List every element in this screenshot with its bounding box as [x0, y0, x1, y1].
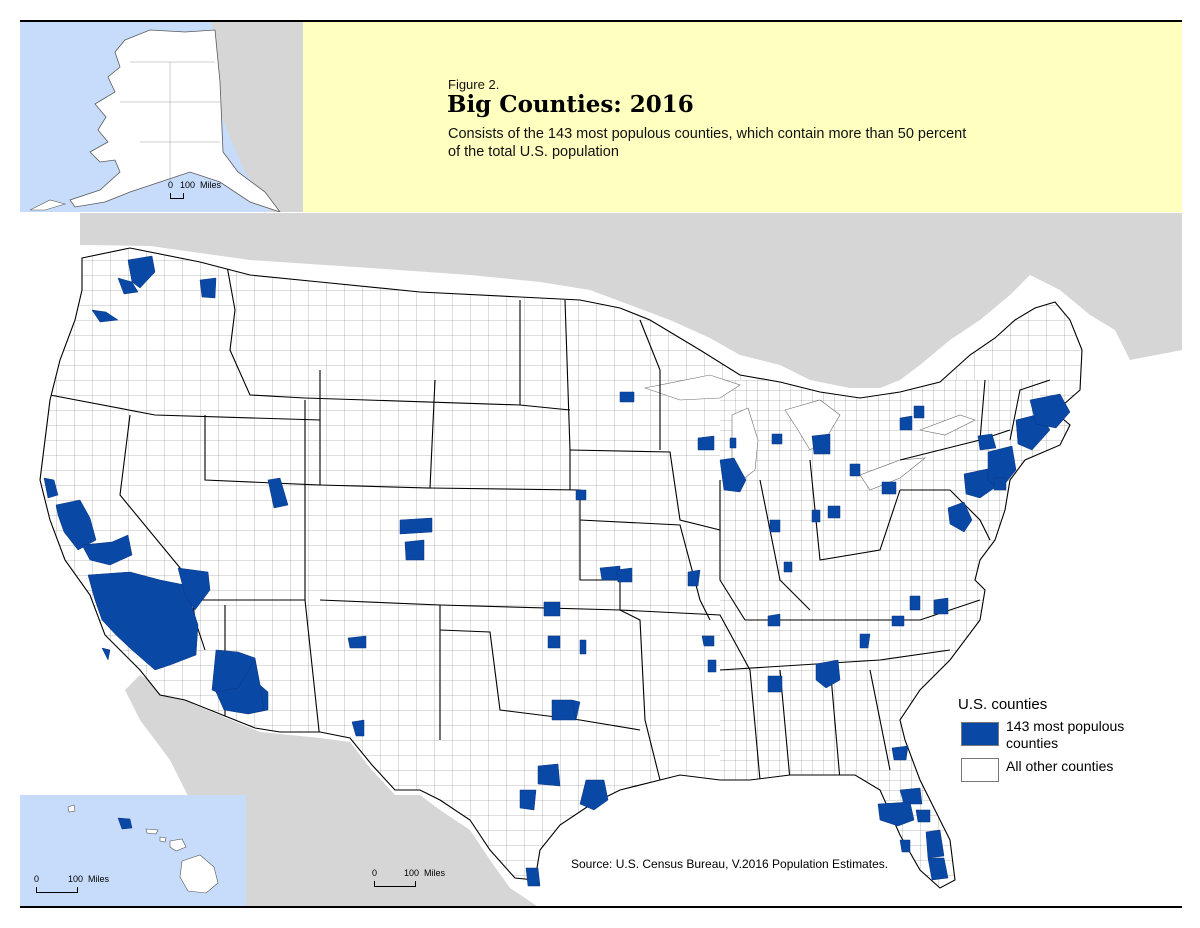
bottom-border	[20, 906, 1182, 908]
alaska-scale-bar: 0 100 Miles	[168, 180, 248, 210]
main-scale-bar: 0 100 Miles	[372, 868, 472, 896]
alaska-map	[20, 22, 303, 212]
legend-swatch-big	[961, 722, 999, 746]
hawaii-scale-label: 100 Miles	[68, 874, 110, 884]
top-border	[20, 20, 1182, 22]
legend-title: U.S. counties	[958, 696, 1048, 713]
hawaii-scale-zero: 0	[34, 874, 40, 884]
alaska-inset: 0 100 Miles	[20, 22, 303, 212]
legend-swatch-other	[961, 758, 999, 782]
legend-item-big-counties: 143 most populous counties	[958, 718, 1178, 754]
hawaii-scale-bar: 0 100 Miles	[34, 874, 134, 902]
main-scale-zero: 0	[372, 868, 378, 878]
source-note: Source: U.S. Census Bureau, V.2016 Popul…	[571, 857, 889, 871]
legend-label-other: All other counties	[1006, 758, 1114, 774]
map-legend: U.S. counties 143 most populous counties…	[958, 696, 1178, 790]
hawaii-map	[20, 795, 246, 906]
alaska-scale-label: 100 Miles	[180, 180, 222, 190]
figure-title: Big Counties: 2016	[447, 91, 694, 118]
main-scale-label: 100 Miles	[404, 868, 446, 878]
hawaii-inset: 0 100 Miles	[20, 795, 246, 906]
title-panel	[303, 22, 1182, 212]
alaska-scale-zero: 0	[168, 180, 174, 190]
figure-label: Figure 2.	[448, 77, 500, 92]
canada-landmass	[80, 213, 1182, 388]
legend-label-big: 143 most populous counties	[1006, 718, 1125, 751]
figure-subtitle: Consists of the 143 most populous counti…	[448, 126, 967, 160]
legend-item-other-counties: All other counties	[958, 754, 1178, 790]
